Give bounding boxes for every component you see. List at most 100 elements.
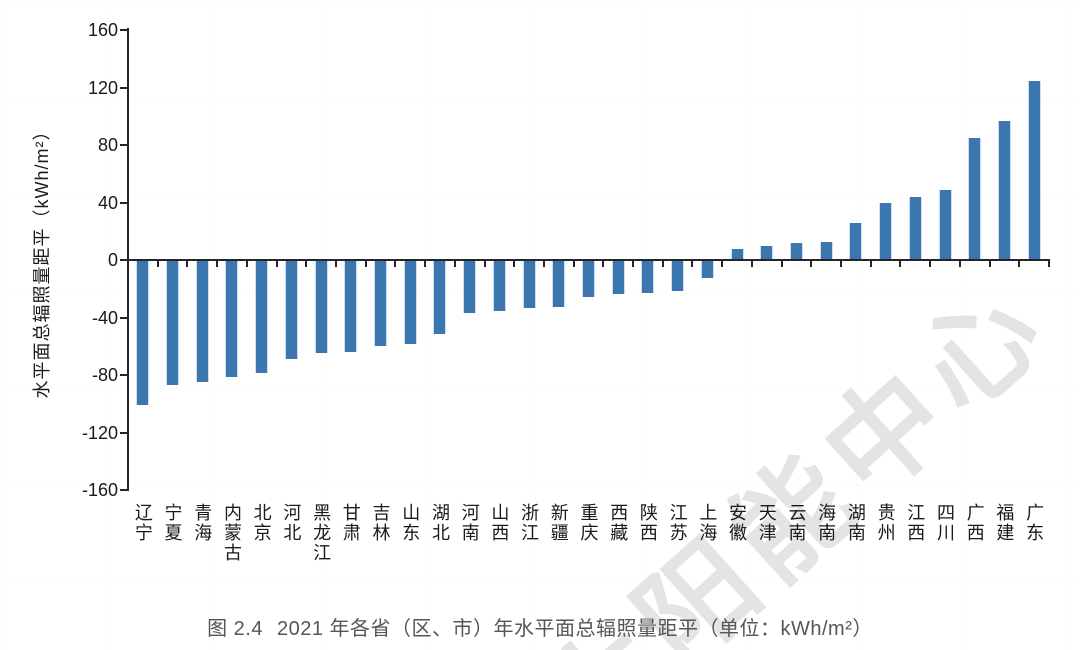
x-tick-mark — [275, 261, 278, 267]
bar-山东 — [404, 261, 416, 345]
x-category-label: 山东 — [400, 503, 421, 543]
x-category-label: 西藏 — [608, 503, 629, 543]
x-tick-mark — [602, 261, 605, 267]
x-tick-mark — [245, 261, 248, 267]
x-tick-mark — [1018, 261, 1021, 267]
x-tick-mark — [661, 261, 664, 267]
y-tick-mark — [120, 144, 127, 146]
y-tick-label: 160 — [87, 20, 118, 40]
x-category-label: 辽宁 — [132, 503, 153, 543]
x-tick-mark — [780, 261, 783, 267]
x-tick-mark — [156, 261, 159, 267]
x-category-label: 广西 — [964, 503, 985, 543]
x-category-label: 吉林 — [370, 503, 391, 543]
bar-广东 — [1028, 80, 1040, 259]
bar-云南 — [790, 243, 802, 259]
x-category-label: 海南 — [816, 503, 837, 543]
bar-辽宁 — [137, 261, 149, 405]
y-tick-label: 0 — [107, 250, 118, 270]
x-category-label: 甘肃 — [340, 503, 361, 543]
x-category-label: 贵州 — [875, 503, 896, 543]
x-category-label: 广东 — [1024, 503, 1045, 543]
y-tick-label: 120 — [87, 77, 118, 98]
x-tick-mark — [810, 261, 813, 267]
bar-海南 — [820, 241, 832, 259]
bar-新疆 — [553, 261, 565, 307]
x-category-label: 青海 — [192, 503, 213, 543]
y-tick-label: -160 — [81, 480, 118, 500]
x-category-label: 福建 — [994, 503, 1015, 543]
x-tick-mark — [483, 261, 486, 267]
x-category-label: 湖南 — [845, 503, 866, 543]
x-category-label: 重庆 — [578, 503, 599, 543]
y-tick-mark — [120, 431, 127, 434]
x-category-label: 云南 — [786, 503, 807, 543]
bar-宁夏 — [167, 261, 179, 385]
bar-陕西 — [642, 261, 654, 293]
figure-caption: 图 2.4 2021 年各省（区、市）年水平面总辐照量距平（单位：kWh/m²） — [0, 612, 1080, 641]
x-tick-mark — [750, 261, 753, 267]
x-category-label: 陕西 — [637, 503, 658, 543]
x-tick-mark — [721, 261, 724, 267]
bar-江苏 — [672, 261, 684, 292]
x-tick-mark — [453, 261, 456, 267]
x-category-label: 宁夏 — [162, 503, 183, 543]
x-tick-mark — [869, 261, 872, 267]
bar-福建 — [998, 121, 1010, 259]
y-tick-mark — [120, 316, 127, 319]
x-tick-mark — [305, 261, 308, 267]
x-tick-mark — [632, 261, 635, 267]
bar-上海 — [701, 261, 713, 279]
y-tick-label: 80 — [97, 135, 118, 155]
x-tick-mark — [424, 261, 427, 267]
bar-浙江 — [523, 261, 535, 309]
y-tick-mark — [120, 29, 127, 31]
bar-天津 — [761, 246, 773, 259]
bar-河南 — [464, 261, 476, 313]
bar-湖北 — [434, 261, 446, 335]
figure-number: 图 2.4 — [207, 618, 263, 640]
y-tick-mark — [120, 374, 127, 376]
bar-广西 — [969, 138, 981, 259]
watermark-text: 太阳能中心 — [520, 257, 1074, 650]
bar-内蒙古 — [226, 261, 238, 378]
x-category-label: 内蒙古 — [221, 503, 242, 563]
bar-甘肃 — [345, 261, 357, 352]
x-tick-mark — [1048, 261, 1050, 267]
x-tick-mark — [364, 261, 367, 267]
bar-四川 — [939, 190, 951, 259]
y-tick-mark — [120, 259, 127, 261]
bar-黑龙江 — [315, 261, 327, 353]
bar-重庆 — [583, 261, 594, 297]
x-tick-mark — [988, 261, 991, 267]
bar-河北 — [285, 261, 297, 359]
x-tick-mark — [542, 261, 545, 267]
x-tick-mark — [394, 261, 397, 267]
bar-吉林 — [375, 261, 387, 346]
figure-caption-text: 2021 年各省（区、市）年水平面总辐照量距平（单位：kWh/m²） — [276, 618, 873, 640]
x-category-label: 湖北 — [429, 503, 450, 543]
x-category-label: 新疆 — [548, 503, 569, 543]
bar-安徽 — [731, 248, 743, 259]
bar-北京 — [256, 261, 268, 374]
x-axis-zero-line — [127, 259, 1050, 261]
y-tick-label: -40 — [91, 307, 118, 328]
x-tick-mark — [513, 261, 516, 267]
bar-江西 — [909, 197, 921, 259]
x-tick-mark — [929, 261, 932, 267]
x-category-label: 江苏 — [667, 503, 688, 543]
y-tick-mark — [120, 201, 127, 204]
x-category-label: 河北 — [281, 503, 302, 543]
bar-湖南 — [850, 223, 862, 259]
x-tick-mark — [572, 261, 575, 267]
x-category-label: 上海 — [697, 503, 718, 543]
y-tick-mark — [120, 489, 127, 491]
x-tick-mark — [334, 261, 337, 267]
y-tick-label: -80 — [91, 365, 118, 385]
y-tick-mark — [120, 86, 127, 89]
x-tick-mark — [691, 261, 694, 267]
x-category-label: 黑龙江 — [311, 503, 332, 563]
x-tick-mark — [899, 261, 902, 267]
bar-山西 — [493, 261, 505, 312]
